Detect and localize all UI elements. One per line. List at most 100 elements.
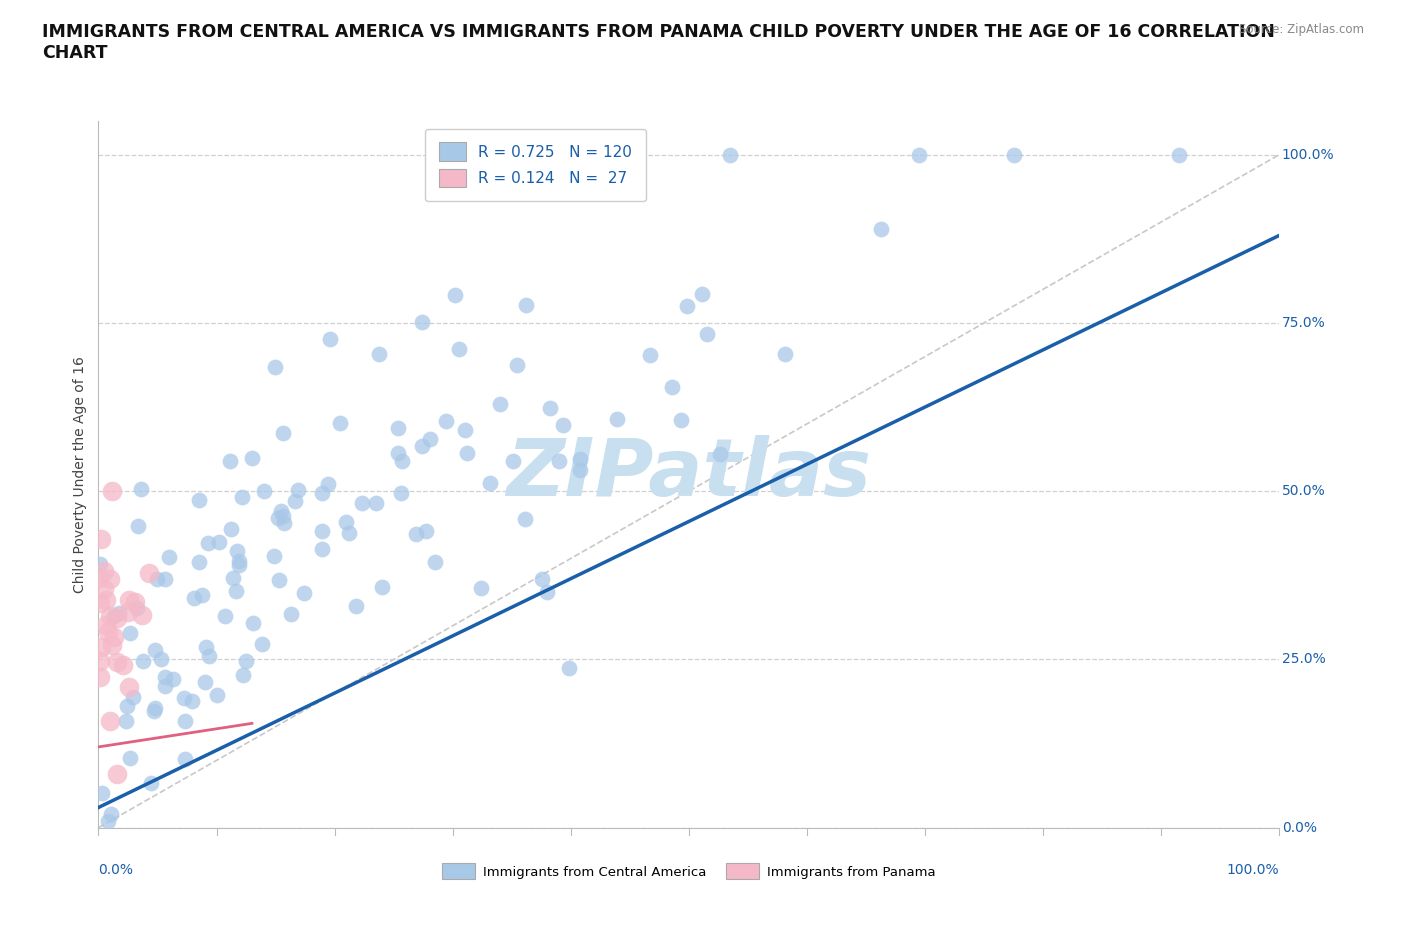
Point [153,679,176,694]
Point [231,489,253,504]
Point [122,689,145,704]
Point [367,347,389,362]
Point [191,587,214,602]
Point [415,524,437,538]
Point [444,287,467,302]
Point [311,485,333,500]
Point [214,608,236,623]
Point [606,412,628,427]
Point [153,670,176,684]
Point [271,508,294,523]
Point [173,690,195,705]
Point [89,596,111,611]
Point [198,648,221,663]
Point [100,806,122,821]
Point [232,668,254,683]
Point [108,605,131,620]
Point [284,494,307,509]
Point [709,447,731,462]
Point [449,341,471,356]
Point [162,671,184,686]
Point [235,654,257,669]
Point [335,515,357,530]
Text: 75.0%: 75.0% [1282,316,1326,330]
Point [488,396,510,411]
Point [337,525,360,540]
Point [97,625,120,640]
Point [90,786,112,801]
Point [270,504,292,519]
Point [569,462,592,477]
Point [97,814,120,829]
Point [515,298,537,312]
Point [174,714,197,729]
Text: IMMIGRANTS FROM CENTRAL AMERICA VS IMMIGRANTS FROM PANAMA CHILD POVERTY UNDER TH: IMMIGRANTS FROM CENTRAL AMERICA VS IMMIG… [42,23,1275,62]
Point [103,608,125,623]
Point [157,550,180,565]
Point [98,713,121,728]
Text: 0.0%: 0.0% [1282,820,1317,835]
Text: ZIPatlas: ZIPatlas [506,435,872,513]
Point [548,454,571,469]
Point [228,553,250,568]
Point [90,531,112,546]
Point [115,713,138,728]
Point [311,541,333,556]
Point [264,360,287,375]
Point [389,486,412,501]
Point [267,573,290,588]
Point [506,358,529,373]
Point [387,420,409,435]
Point [145,642,167,657]
Point [228,557,250,572]
Point [624,147,647,162]
Point [89,670,111,684]
Point [118,679,141,694]
Point [153,572,176,587]
Point [195,640,218,655]
Point [502,454,524,469]
Point [94,618,117,632]
Point [219,454,242,469]
Point [454,422,477,437]
Point [271,426,294,441]
Point [513,512,536,526]
Point [538,400,561,415]
Point [208,534,231,549]
Point [117,604,139,619]
Point [96,593,118,608]
Point [146,572,169,587]
Point [197,536,219,551]
Point [661,379,683,394]
Point [273,516,295,531]
Point [89,556,111,571]
Y-axis label: Child Poverty Under the Age of 16: Child Poverty Under the Age of 16 [73,356,87,592]
Point [205,688,228,703]
Point [252,484,274,498]
Point [89,653,111,668]
Point [371,579,394,594]
Point [311,523,333,538]
Point [536,585,558,600]
Point [292,585,315,600]
Point [316,477,339,492]
Point [124,595,146,610]
Point [263,548,285,563]
Point [569,452,592,467]
Point [103,630,125,644]
Point [187,555,209,570]
Point [696,327,718,342]
Point [908,147,931,162]
Point [718,147,741,162]
Point [183,591,205,605]
Point [669,413,692,428]
Point [222,570,245,585]
Point [194,674,217,689]
Point [117,592,139,607]
Point [1002,147,1025,162]
Point [131,607,153,622]
Point [138,565,160,580]
Point [150,652,173,667]
Point [93,581,115,596]
Point [105,766,128,781]
